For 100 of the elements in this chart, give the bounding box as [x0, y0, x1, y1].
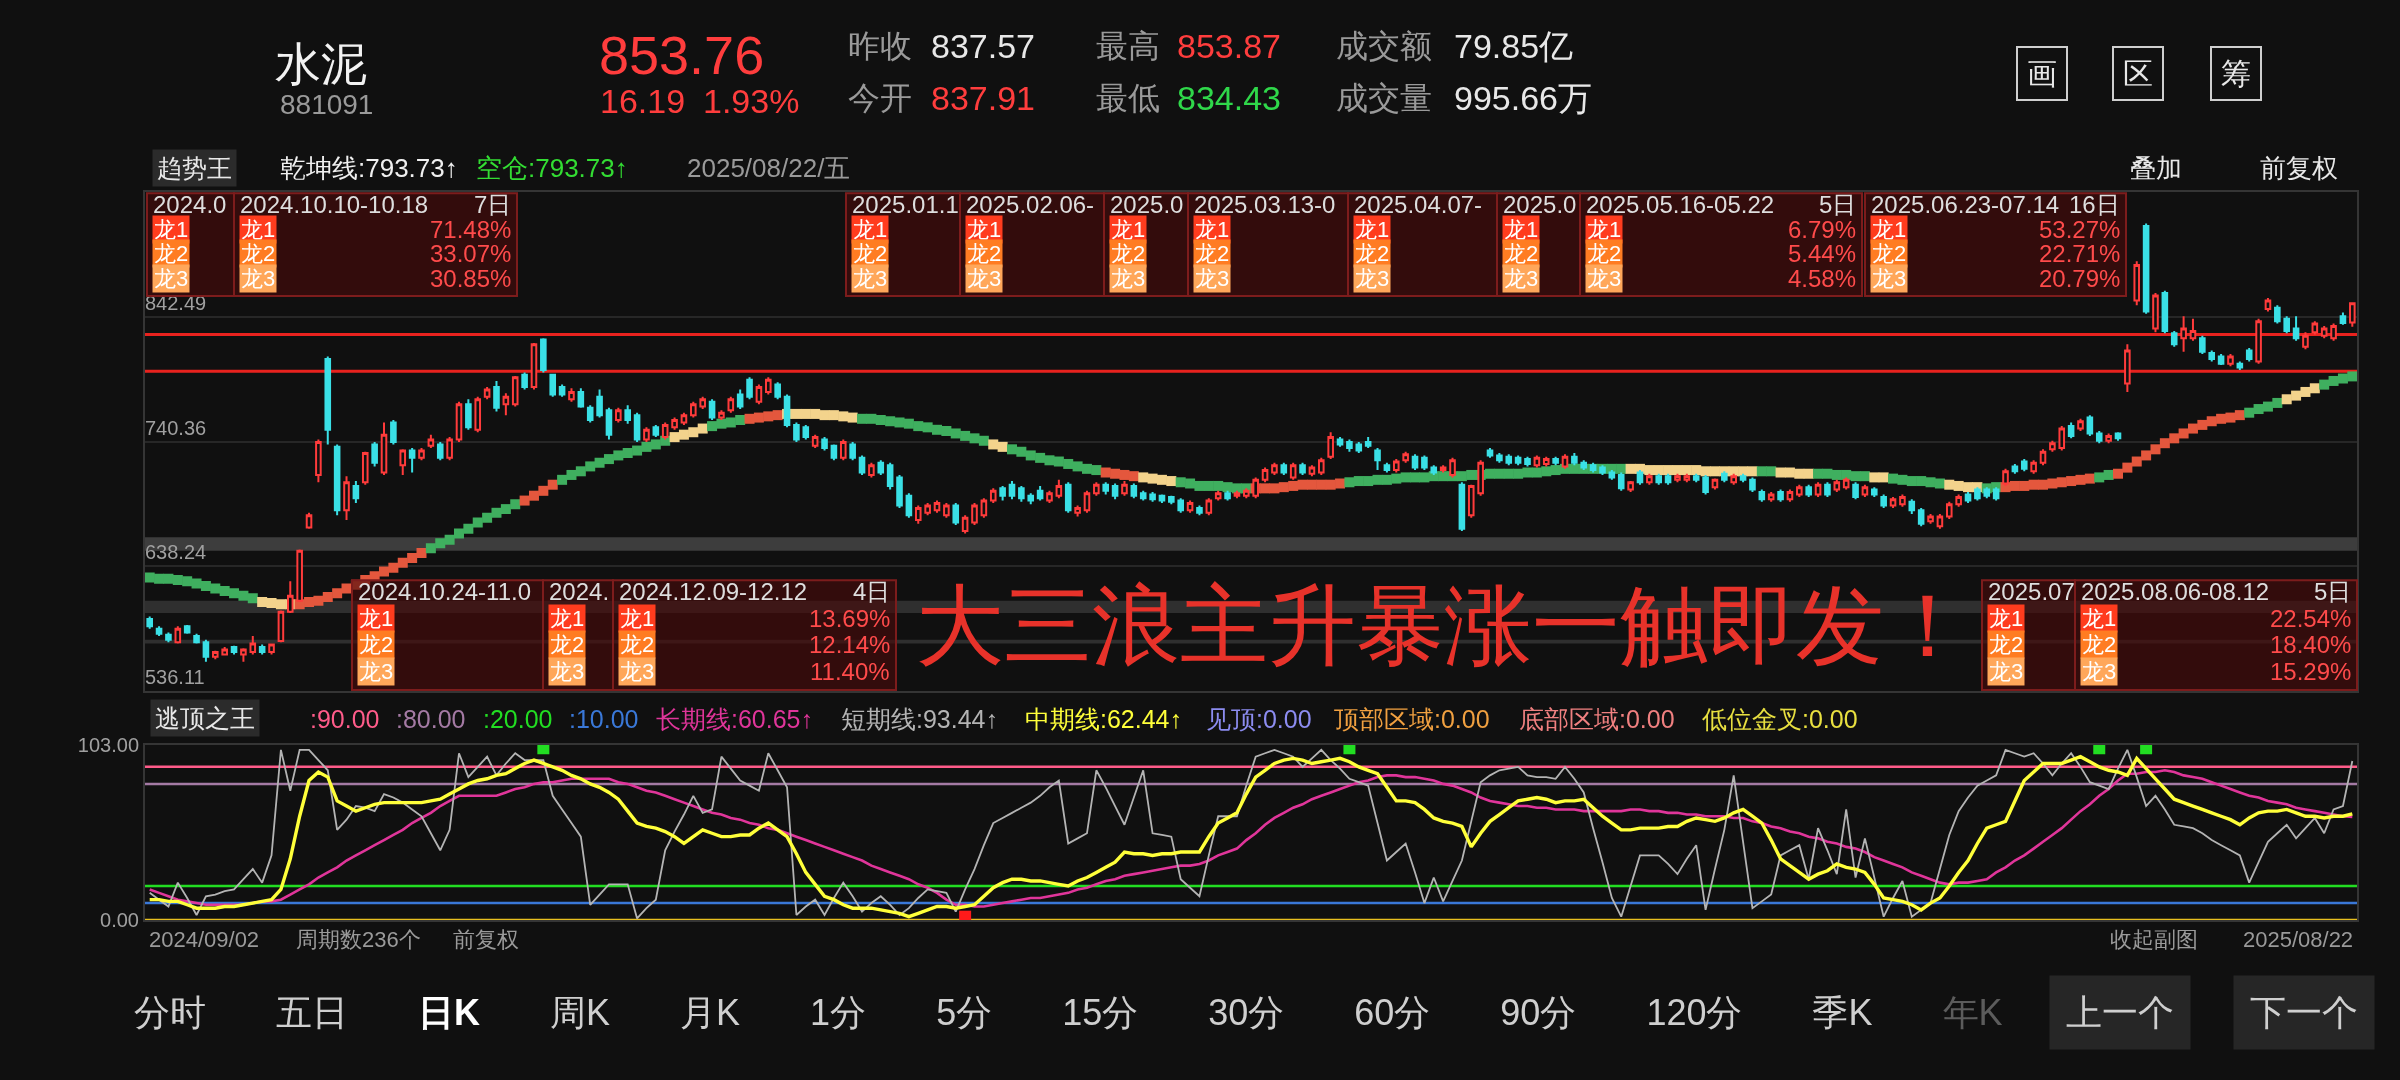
- annotation: 22.71%: [2039, 240, 2121, 267]
- annotation: 20.79%: [2039, 265, 2121, 292]
- annotation: 龙3: [853, 266, 888, 291]
- annotation: 龙2: [154, 241, 189, 266]
- annotation: 2025.0: [1503, 191, 1577, 218]
- annotation: 龙3: [620, 659, 655, 684]
- text: 乾坤线:793.73↑: [280, 153, 458, 183]
- text: 853.87: [1177, 27, 1281, 65]
- text: 16.19: [600, 82, 686, 120]
- annotation: 龙2: [1989, 632, 2024, 657]
- annotation: 龙3: [550, 659, 585, 684]
- y-tick-label: 638.24: [145, 541, 207, 564]
- text: 收起副图: [2110, 927, 2198, 952]
- text: 昨收: [848, 28, 912, 64]
- annotation: 龙3: [1504, 266, 1539, 291]
- text: 底部区域:0.00: [1519, 705, 1675, 733]
- annotation: 2025.01.1: [852, 191, 959, 218]
- annotation: 龙3: [1989, 659, 2024, 684]
- annotation: 2025.05.16-05.22: [1586, 191, 1775, 218]
- text: 今开: [848, 80, 912, 116]
- y-tick-label: 103.00: [77, 733, 139, 756]
- text: 逃顶之王: [155, 704, 255, 732]
- annotation: 龙1: [1989, 606, 2024, 631]
- text: 最高: [1096, 28, 1160, 64]
- text: 881091: [280, 89, 374, 120]
- ref-line-label: :10.00: [569, 705, 639, 733]
- annotation: 龙1: [1872, 217, 1907, 242]
- text: 顶部区域:0.00: [1334, 705, 1490, 733]
- text: 下一个: [2250, 992, 2358, 1033]
- text: 筹: [2221, 57, 2251, 90]
- text: 前复权: [2260, 153, 2338, 183]
- annotation: 71.48%: [430, 216, 512, 243]
- annotation: 11.40%: [810, 658, 890, 685]
- annotation: 龙3: [967, 266, 1002, 291]
- text: 834.43: [1177, 79, 1281, 117]
- annotation: 大三浪主升暴涨一触即发！: [916, 576, 1972, 675]
- text: 上一个: [2066, 992, 2174, 1033]
- annotation: 2025.03.13-0: [1194, 191, 1336, 218]
- y-tick-label: 740.36: [145, 416, 207, 439]
- text: 最低: [1096, 80, 1160, 116]
- annotation: 龙1: [1195, 217, 1230, 242]
- annotation: 龙1: [241, 217, 276, 242]
- text: 995.66万: [1454, 79, 1592, 117]
- annotation: 2025.04.07-: [1354, 191, 1483, 218]
- annotation: 2024.0: [153, 191, 227, 218]
- annotation: 龙1: [1111, 217, 1146, 242]
- annotation: 13.69%: [809, 605, 891, 632]
- annotation: 2024.12.09-12.12: [619, 578, 808, 605]
- annotation: 15.29%: [2270, 658, 2352, 685]
- text: 1.93%: [703, 82, 800, 120]
- annotation: 5日: [1819, 191, 1857, 218]
- text: 区: [2123, 57, 2153, 90]
- annotation: 5.44%: [1788, 240, 1857, 267]
- annotation: 龙3: [359, 659, 394, 684]
- y-tick-label: 0.00: [100, 909, 139, 932]
- annotation: 33.07%: [430, 240, 512, 267]
- text: 853.76: [599, 25, 765, 85]
- annotation: 2025.0: [1110, 191, 1184, 218]
- annotation: 龙2: [1587, 241, 1622, 266]
- text: 水泥: [275, 38, 367, 90]
- annotation: 2025.02.06-: [966, 191, 1095, 218]
- annotation: 龙2: [2082, 632, 2117, 657]
- annotation: 龙3: [1355, 266, 1390, 291]
- annotation: 龙1: [1355, 217, 1390, 242]
- annotation: 龙2: [620, 632, 655, 657]
- text: 分时 五日 日K 周K 月K 1分 5分 15分 30分 60分 90分 120分 季K 年K: [134, 992, 2003, 1033]
- annotation: 53.27%: [2039, 216, 2121, 243]
- annotation: 2025.07: [1988, 578, 2075, 605]
- annotation: 6.79%: [1788, 216, 1857, 243]
- annotation: 龙3: [1872, 266, 1907, 291]
- annotation: 龙3: [1111, 266, 1146, 291]
- annotation: 2025.08.06-08.12: [2081, 578, 2270, 605]
- text: 短期线:93.44↑: [841, 705, 999, 733]
- annotation: 龙1: [154, 217, 189, 242]
- annotation: 龙1: [1504, 217, 1539, 242]
- annotation: 龙2: [241, 241, 276, 266]
- y-tick-label: 536.11: [145, 665, 205, 688]
- annotation: 龙2: [1355, 241, 1390, 266]
- ref-line-label: :90.00: [310, 705, 380, 733]
- annotation: 4.58%: [1788, 265, 1857, 292]
- annotation: 4日: [853, 578, 891, 605]
- text: 叠加: [2130, 153, 2182, 183]
- annotation: 龙2: [853, 241, 888, 266]
- annotation: 16日: [2069, 191, 2120, 218]
- text: 2025/08/22: [2243, 927, 2354, 952]
- text: 前复权: [453, 927, 519, 952]
- annotation: 7日: [474, 191, 512, 218]
- annotation: 2024.: [549, 578, 610, 605]
- text: 成交量: [1336, 80, 1432, 116]
- annotation: 龙3: [1587, 266, 1622, 291]
- annotation: 5日: [2314, 578, 2352, 605]
- text: 低位金叉:0.00: [1702, 705, 1858, 733]
- annotation: 龙2: [550, 632, 585, 657]
- text: 837.57: [931, 27, 1035, 65]
- annotation: 2024.10.24-11.0: [358, 578, 532, 605]
- annotation: 龙3: [2082, 659, 2117, 684]
- annotation: 龙1: [853, 217, 888, 242]
- text: 2025/08/22/五: [687, 153, 851, 183]
- ref-line-label: :80.00: [396, 705, 466, 733]
- annotation: 12.14%: [809, 631, 891, 658]
